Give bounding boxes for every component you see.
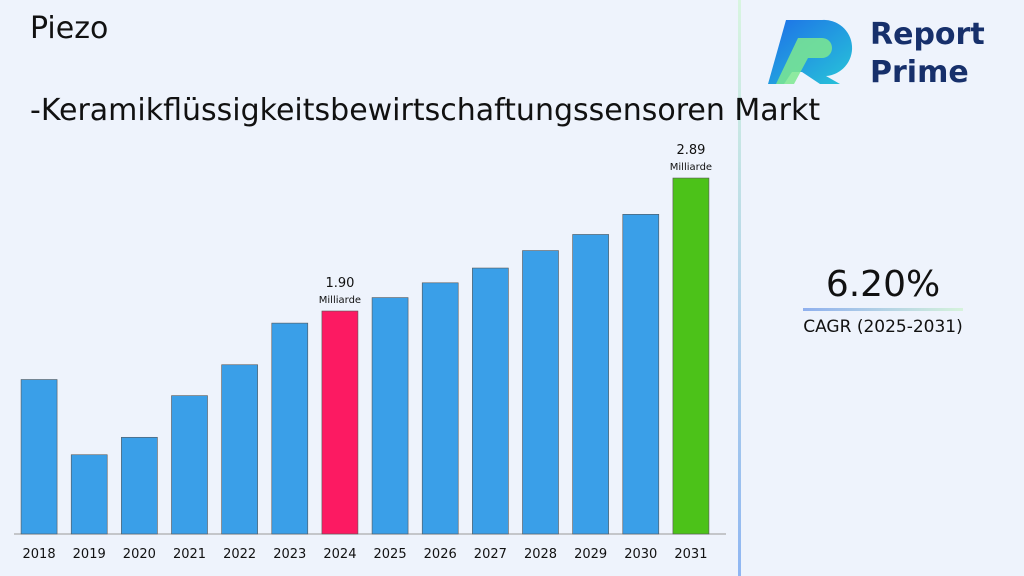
- bar: [121, 436, 158, 535]
- divider: [738, 0, 741, 576]
- bar: [20, 379, 58, 535]
- bar: [371, 297, 409, 535]
- cagr-value: 6.20%: [826, 264, 940, 305]
- x-tick-label: 2029: [574, 547, 607, 562]
- cagr-underline: [803, 308, 963, 311]
- x-tick-label: 2031: [674, 547, 707, 562]
- bar: [472, 267, 509, 535]
- x-tick-label: 2026: [424, 547, 457, 562]
- x-tick-label: 2027: [474, 547, 507, 562]
- x-tick-label: 2028: [524, 547, 557, 562]
- x-tick-label: 2030: [624, 547, 657, 562]
- x-tick-label: 2024: [323, 547, 356, 562]
- x-tick-label: 2021: [173, 547, 206, 562]
- bar: [221, 364, 258, 535]
- title-line: -Keramikflüssigkeitsbewirtschaftungssens…: [30, 93, 820, 128]
- cagr-label: CAGR (2025-2031): [803, 317, 963, 337]
- value-label: 2.89: [676, 143, 705, 158]
- bar: [572, 234, 609, 535]
- value-label-unit: Milliarde: [670, 162, 712, 173]
- logo-text: Report: [870, 17, 985, 52]
- bar: [622, 214, 660, 535]
- logo: Report Prime: [768, 17, 985, 90]
- bar: [171, 395, 208, 535]
- bar: [70, 454, 108, 535]
- bar: [421, 282, 459, 535]
- x-tick-label: 2022: [223, 547, 256, 562]
- logo-mark: [776, 38, 832, 84]
- x-tick-label: 2019: [73, 547, 106, 562]
- x-tick-label: 2020: [123, 547, 156, 562]
- logo-text: Prime: [870, 55, 969, 90]
- value-label: 1.90: [325, 276, 354, 291]
- value-label-unit: Milliarde: [319, 295, 361, 306]
- bar: [522, 250, 559, 535]
- bar: [271, 322, 309, 535]
- bar: [672, 177, 710, 535]
- x-tick-label: 2023: [273, 547, 306, 562]
- x-tick-label: 2025: [374, 547, 407, 562]
- x-tick-label: 2018: [23, 547, 56, 562]
- bar: [321, 310, 359, 535]
- title-line: Piezo: [30, 11, 108, 46]
